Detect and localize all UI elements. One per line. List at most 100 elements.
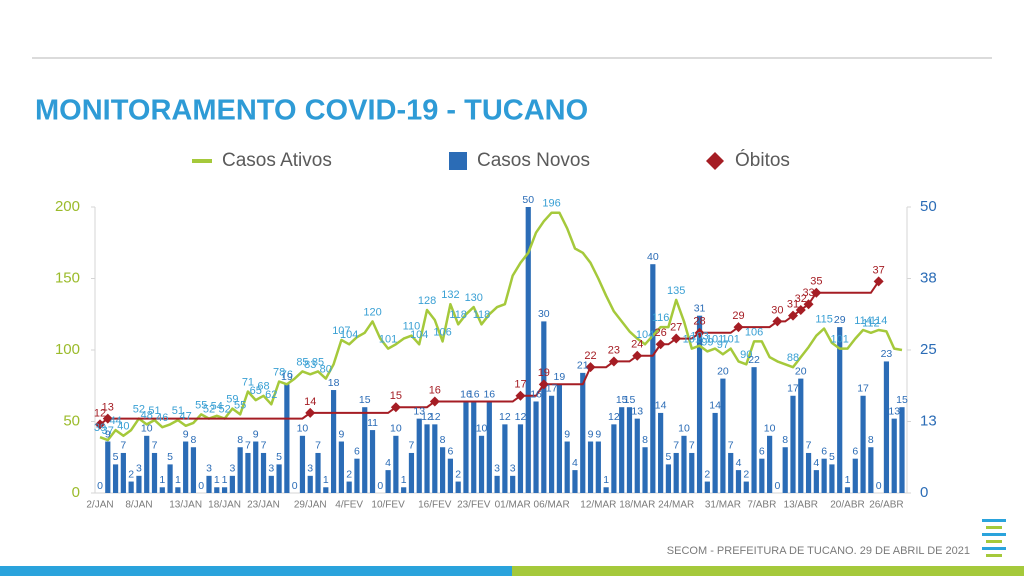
bar	[891, 418, 897, 493]
line-value-label: 48	[141, 409, 153, 421]
x-tick-label: 13/JAN	[169, 500, 202, 511]
bar-value-label: 3	[268, 463, 274, 475]
bar-value-label: 21	[577, 360, 589, 372]
bar	[112, 464, 119, 493]
x-tick-label: 10/FEV	[371, 500, 405, 511]
bar	[696, 315, 703, 493]
bar	[432, 424, 438, 493]
line-value-label: 114	[854, 315, 872, 327]
marker-value-label: 30	[771, 304, 783, 316]
bar-value-label: 0	[774, 480, 780, 492]
marker-value-label: 13	[102, 402, 114, 414]
bar-value-label: 6	[759, 445, 765, 457]
bar	[735, 470, 742, 493]
line-value-label: 71	[242, 376, 254, 388]
marker	[632, 350, 643, 361]
stripe-green	[512, 566, 1024, 576]
x-tick-label: 7/ABR	[747, 500, 776, 511]
bar-value-label: 0	[292, 480, 298, 492]
bar-value-label: 7	[673, 440, 679, 452]
bar-value-label: 3	[494, 463, 500, 475]
bar-value-label: 5	[665, 451, 671, 463]
bar-value-label: 7	[689, 440, 695, 452]
line-value-label: 99	[701, 336, 713, 348]
bar-value-label: 10	[141, 423, 153, 435]
line-value-label: 54	[211, 401, 223, 413]
bar-value-label: 6	[447, 445, 453, 457]
bar	[728, 452, 734, 493]
bar	[330, 390, 337, 493]
bar	[720, 378, 726, 493]
bar	[798, 378, 804, 493]
marker-value-label: 37	[873, 264, 885, 276]
line-value-label: 116	[652, 312, 670, 324]
x-tick-label: 16/FEV	[418, 500, 452, 511]
line	[99, 280, 880, 426]
line-value-label: 85	[296, 356, 308, 368]
marker	[671, 333, 682, 344]
bar	[673, 452, 679, 493]
bar-value-label: 12	[499, 411, 511, 423]
bar	[743, 481, 749, 493]
line-value-label: 59	[226, 394, 238, 406]
legend-swatch	[449, 152, 467, 170]
bar	[268, 475, 274, 493]
bar	[447, 458, 453, 493]
bar	[837, 327, 843, 493]
bar-value-label: 4	[572, 457, 578, 469]
line-value-label: 51	[148, 405, 160, 417]
y2ticks-tick-label: 25	[920, 341, 937, 358]
marker	[787, 310, 798, 321]
x-tick-label: 20/ABR	[830, 500, 864, 511]
marker	[305, 407, 316, 418]
bar-value-label: 9	[338, 428, 344, 440]
bar	[510, 475, 516, 493]
bar	[151, 452, 158, 493]
marker-value-label: 33	[802, 287, 814, 299]
x-tick-label: 01/MAR	[495, 500, 531, 511]
marker	[795, 304, 806, 315]
yticks-tick-label: 0	[72, 484, 80, 501]
bar-value-label: 13	[631, 405, 643, 417]
line-value-label: 85	[312, 356, 324, 368]
bar-value-label: 12	[608, 411, 620, 423]
marker-value-label: 26	[654, 327, 666, 339]
bar	[681, 435, 687, 493]
bar-value-label: 9	[595, 428, 601, 440]
bar	[619, 407, 625, 493]
bar	[167, 464, 173, 493]
bar-value-label: 9	[564, 428, 570, 440]
bar-value-label: 15	[359, 394, 371, 406]
line-value-label: 107	[332, 325, 350, 337]
bar	[175, 487, 181, 493]
line-value-label: 132	[441, 289, 459, 301]
bar-value-label: 7	[261, 440, 267, 452]
bar-value-label: 2	[704, 468, 710, 480]
footer: SECOM - PREFEITURA DE TUCANO. 29 DE ABRI…	[667, 545, 970, 557]
bar-value-label: 1	[401, 474, 407, 486]
line-value-label: 104	[410, 329, 428, 341]
marker	[538, 379, 549, 390]
bar	[556, 384, 562, 493]
bar-value-label: 3	[307, 463, 313, 475]
line-value-label: 40	[117, 421, 129, 433]
bar	[899, 407, 905, 493]
yticks-tick-label: 200	[55, 198, 80, 215]
line-value-label: 62	[265, 389, 277, 401]
x-tick-label: 31/MAR	[705, 500, 741, 511]
bar-value-label: 12	[429, 411, 441, 423]
bar	[183, 441, 189, 493]
bar-value-label: 0	[876, 480, 882, 492]
bar	[572, 470, 578, 493]
bar	[237, 447, 243, 493]
marker	[655, 339, 666, 350]
bar	[120, 452, 126, 493]
bar	[751, 367, 757, 493]
bar	[369, 430, 376, 493]
bar	[829, 464, 835, 493]
bar-value-label: 20	[717, 365, 729, 377]
line-value-label: 106	[745, 326, 763, 338]
bar	[868, 447, 874, 493]
bar-value-label: 3	[136, 463, 142, 475]
legend-label: Casos Novos	[477, 150, 590, 171]
